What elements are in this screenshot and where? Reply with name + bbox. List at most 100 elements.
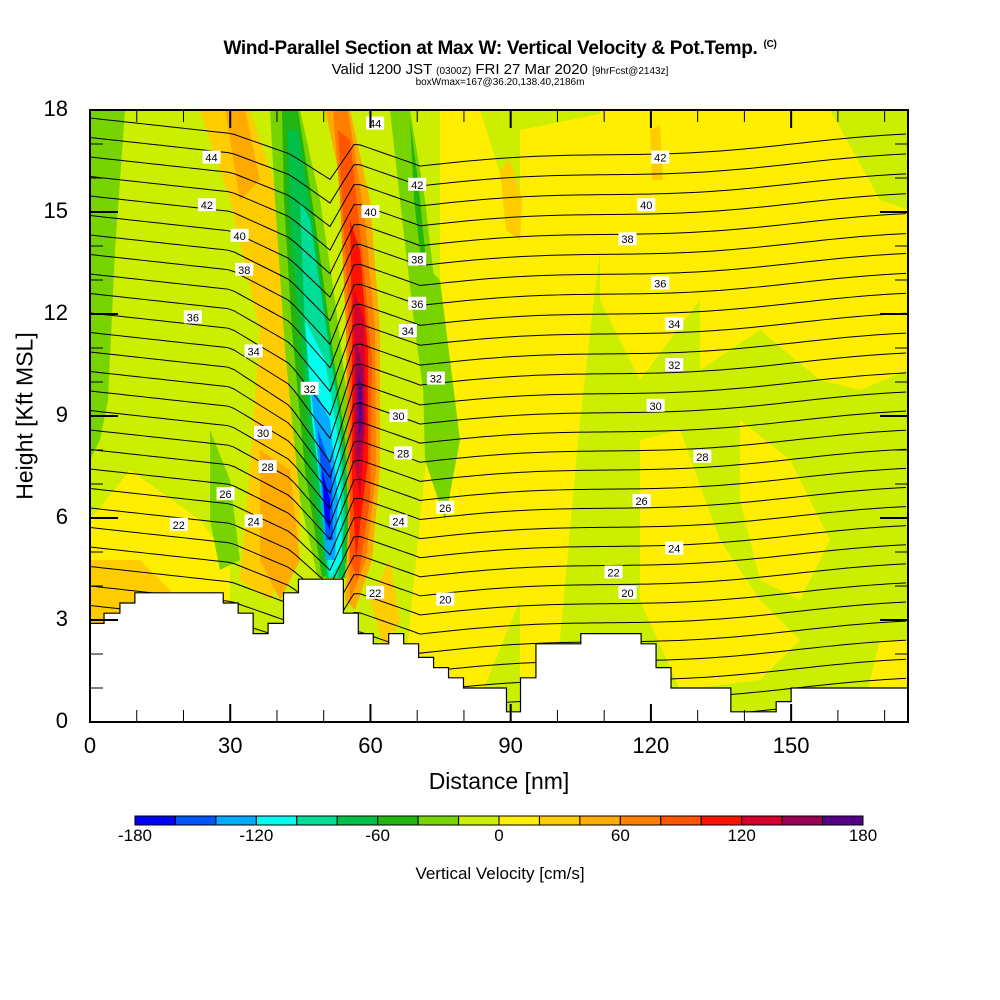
- contour-label-bg: [202, 150, 221, 164]
- contour-label-text: 30: [649, 401, 661, 413]
- colorbar-tick-label: 180: [848, 826, 878, 845]
- contour-label-text: 32: [668, 360, 680, 372]
- contour-label-bg: [693, 449, 712, 463]
- fill-region: [640, 430, 800, 690]
- contour-label: 26: [436, 500, 455, 515]
- contour-label-bg: [408, 177, 427, 191]
- contour-label-bg: [651, 276, 670, 290]
- contour-label: 24: [389, 514, 408, 528]
- contour-label: 26: [216, 487, 235, 501]
- isentrope-line: [90, 117, 907, 181]
- contour-label-text: 28: [696, 452, 708, 464]
- contour-label-bg: [361, 205, 380, 218]
- contour-label-bg: [300, 381, 319, 395]
- axes: [89, 109, 909, 723]
- contour-label-text: 22: [173, 520, 185, 532]
- contour-label-text: 28: [397, 448, 409, 460]
- valid-utc: (0300Z): [436, 66, 472, 77]
- x-tick-label: 60: [358, 733, 383, 758]
- contour-label-bg: [197, 198, 216, 212]
- contour-label-bg: [637, 198, 656, 212]
- contour-label-bg: [651, 150, 670, 164]
- isentrope-line: [90, 507, 907, 587]
- contour-label: 34: [665, 317, 684, 331]
- contour-label: 36: [651, 276, 670, 290]
- isentrope-line: [90, 585, 907, 649]
- contour-label-text: 22: [369, 588, 381, 600]
- contour-label-bg: [366, 585, 385, 599]
- x-axis-label: Distance [nm]: [428, 768, 570, 794]
- colorbar-swatch: [255, 815, 298, 826]
- contour-label-text: 26: [635, 496, 647, 508]
- contour-label: 30: [646, 398, 665, 413]
- y-tick-label: 6: [55, 504, 68, 529]
- colorbar-swatch: [498, 815, 540, 826]
- isentrope-line: [90, 312, 907, 416]
- fill-region: [225, 110, 260, 200]
- contour-label: 40: [637, 198, 656, 212]
- colorbar-tick-label: 120: [727, 826, 756, 845]
- contour-label: 44: [366, 116, 385, 131]
- isentrope-line: [90, 488, 907, 572]
- contour-label: 42: [408, 177, 427, 192]
- contour-label-bg: [436, 592, 455, 606]
- isentrope-line: [90, 195, 907, 275]
- contour-label-bg: [665, 358, 684, 371]
- isentrope-line: [90, 137, 907, 204]
- contour-label-bg: [253, 426, 272, 439]
- colorbar-swatch: [377, 815, 419, 826]
- contour-label-text: 32: [430, 374, 442, 386]
- contour-label-bg: [618, 585, 637, 599]
- contour-label-bg: [244, 344, 263, 358]
- chart-title: Wind-Parallel Section at Max W: Vertical…: [0, 38, 1000, 60]
- contour-label-text: 42: [411, 180, 423, 192]
- colorbar-swatch: [700, 815, 743, 826]
- isentrope-line: [90, 332, 907, 440]
- colorbar-swatch: [822, 815, 864, 826]
- contour-label-bg: [169, 517, 188, 531]
- contour-label: 34: [244, 344, 263, 358]
- colorbar-swatch: [417, 815, 460, 826]
- colorbar-swatch: [296, 815, 338, 826]
- contour-label: 40: [230, 228, 249, 243]
- y-tick-label: 9: [55, 402, 68, 427]
- contour-label-text: 38: [411, 255, 423, 267]
- contour-label-bg: [235, 262, 254, 276]
- contour-label-text: 40: [640, 200, 652, 212]
- x-tick-label: 0: [83, 733, 97, 758]
- isentrope-line: [90, 254, 907, 346]
- colorbar-swatch: [579, 815, 621, 826]
- contour-label-bg: [398, 324, 417, 337]
- colorbar-swatch: [538, 815, 581, 826]
- isentrope-line: [90, 429, 907, 525]
- contour-label: 34: [398, 324, 417, 338]
- contour-label-text: 26: [439, 503, 451, 515]
- contour-label: 32: [665, 358, 684, 372]
- colorbar-swatch: [336, 815, 379, 826]
- isentrope-line: [90, 234, 907, 322]
- fill-region: [520, 110, 620, 700]
- contour-label: 28: [258, 460, 277, 474]
- contour-label: 30: [253, 426, 272, 440]
- colorbar-tick-label: 0: [494, 826, 504, 845]
- contour-label-bg: [183, 310, 202, 324]
- colorbar-swatch: [134, 815, 176, 826]
- valid-date: FRI 27 Mar 2020: [475, 61, 588, 78]
- contour-label-text: 36: [654, 278, 666, 290]
- terrain: [89, 578, 909, 723]
- contour-label-bg: [436, 500, 455, 514]
- colorbar-tick-label: -180: [117, 826, 153, 845]
- contour-label: 20: [618, 585, 637, 600]
- contour-label-text: 36: [411, 299, 423, 311]
- fill-region: [740, 420, 830, 600]
- isentrope-line: [90, 215, 907, 299]
- contour-label-bg: [665, 317, 684, 331]
- contour-label-text: 34: [247, 346, 259, 358]
- isentrope-line: [90, 468, 907, 556]
- forecast-info: [9hrFcst@2143z]: [592, 66, 669, 77]
- contour-label-text: 34: [402, 326, 414, 338]
- colorbar-tick-label: 60: [610, 826, 630, 845]
- contour-label-text: 44: [369, 119, 381, 131]
- contour-label: 38: [408, 252, 427, 267]
